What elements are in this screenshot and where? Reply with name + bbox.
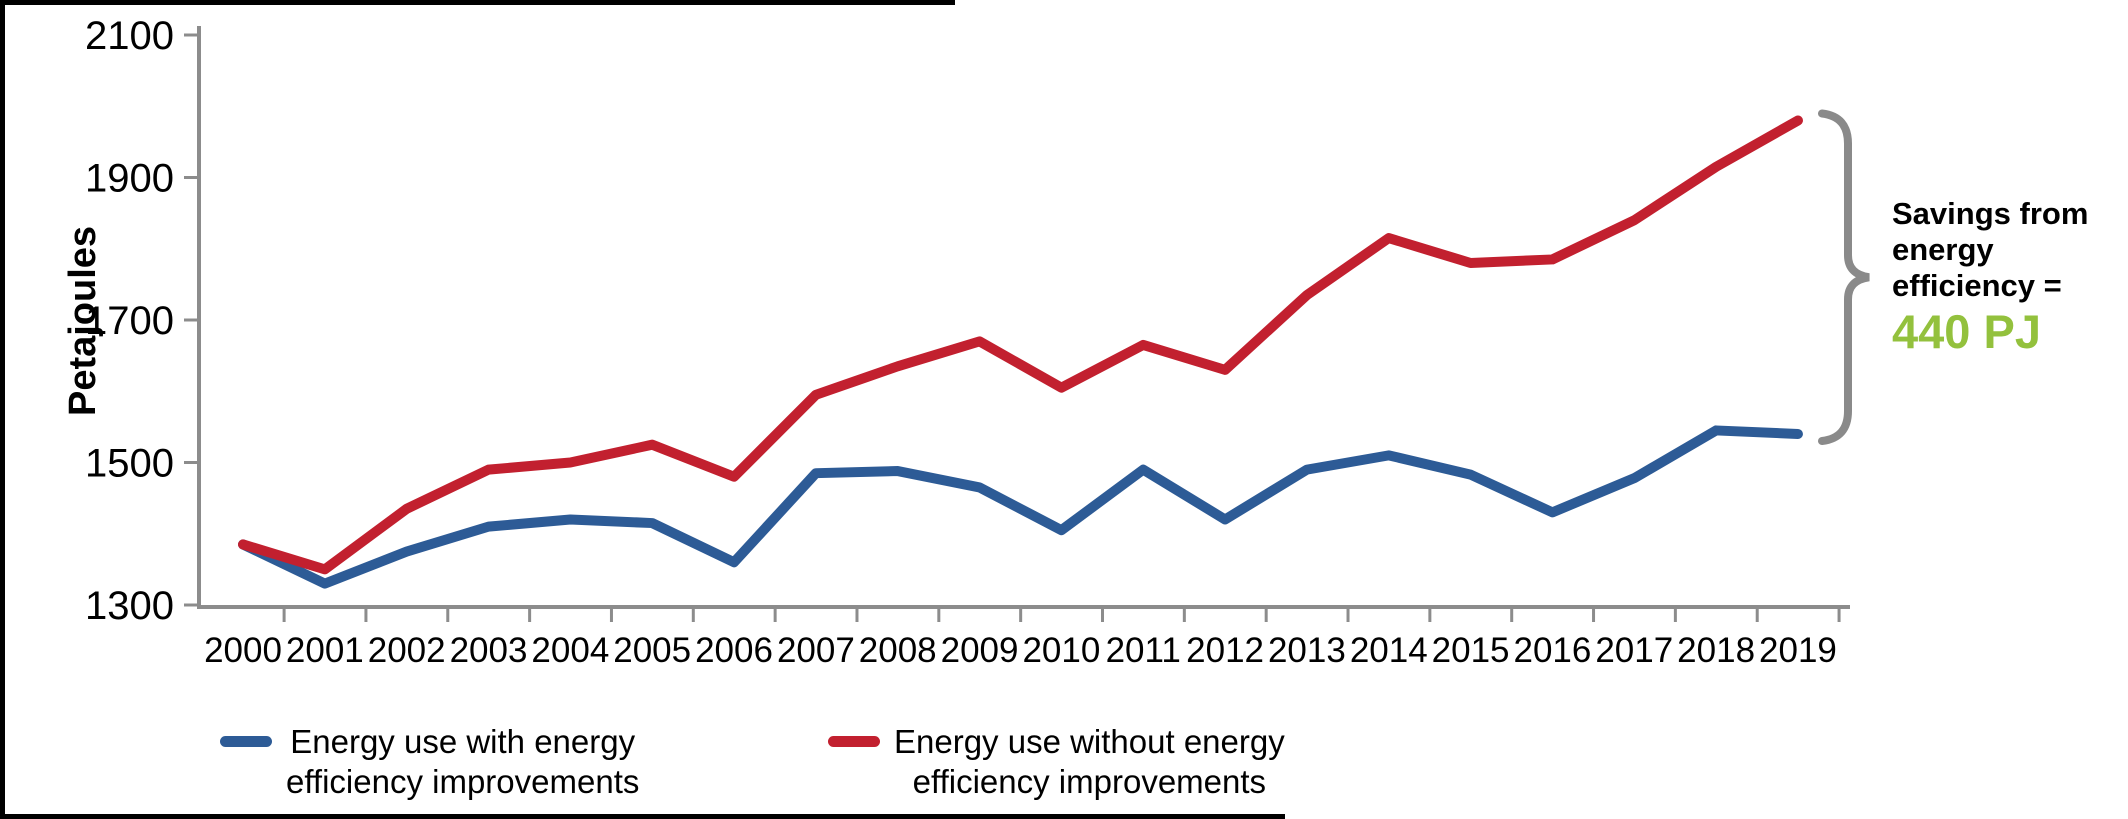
legend-label-line: Energy use with energy	[290, 723, 636, 760]
series-without-efficiency	[238, 115, 1803, 575]
legend-item-with-efficiency: Energy use with energy efficiency improv…	[220, 722, 639, 802]
x-tick-label: 2016	[1514, 631, 1592, 670]
x-tick-label: 2015	[1432, 631, 1510, 670]
legend-item-without-efficiency: Energy use without energy efficiency imp…	[828, 722, 1285, 802]
x-tick-label: 2007	[777, 631, 855, 670]
x-tick-label: 2005	[613, 631, 691, 670]
y-tick-label: 1700	[85, 299, 174, 343]
y-axis-title: Petajoules	[62, 226, 104, 416]
y-tick-label: 1500	[85, 442, 174, 486]
y-tick-label: 1300	[85, 584, 174, 628]
legend-label-without-efficiency: Energy use without energy efficiency imp…	[894, 722, 1285, 802]
x-tick-label: 2018	[1677, 631, 1755, 670]
x-tick-label: 2001	[286, 631, 364, 670]
x-tick-label: 2000	[204, 631, 282, 670]
x-tick-label: 2019	[1759, 631, 1837, 670]
legend-label-line: efficiency improvements	[286, 763, 640, 800]
x-tick-label: 2009	[941, 631, 1019, 670]
x-tick-label: 2013	[1268, 631, 1346, 670]
x-tick-label: 2003	[450, 631, 528, 670]
y-tick-label: 2100	[85, 14, 174, 58]
legend-label-with-efficiency: Energy use with energy efficiency improv…	[286, 722, 639, 802]
savings-annotation: Savings from energy efficiency = 440 PJ	[1892, 196, 2128, 358]
x-tick-label: 2002	[368, 631, 446, 670]
legend-swatch-red	[828, 736, 880, 747]
brace-icon	[1818, 109, 1870, 445]
x-tick-label: 2004	[531, 631, 609, 670]
x-tick-label: 2006	[695, 631, 773, 670]
x-tick-label: 2014	[1350, 631, 1428, 670]
annotation-line: Savings from	[1892, 196, 2089, 231]
savings-value: 440 PJ	[1892, 305, 2041, 358]
annotation-line: energy	[1892, 232, 1994, 267]
top-border	[0, 0, 955, 5]
annotation-line: efficiency =	[1892, 268, 2062, 303]
legend-label-line: Energy use without energy	[894, 723, 1285, 760]
y-tick-label: 1900	[85, 157, 174, 201]
series-with-efficiency	[238, 425, 1803, 589]
x-tick-label: 2008	[859, 631, 937, 670]
x-tick-label: 2011	[1106, 631, 1181, 670]
legend-swatch-blue	[220, 736, 272, 747]
legend-label-line: efficiency improvements	[912, 763, 1267, 800]
x-tick-label: 2010	[1022, 631, 1100, 670]
left-border	[0, 0, 5, 819]
x-tick-label: 2017	[1595, 631, 1673, 670]
x-tick-label: 2012	[1186, 631, 1264, 670]
bottom-border	[0, 814, 1285, 819]
